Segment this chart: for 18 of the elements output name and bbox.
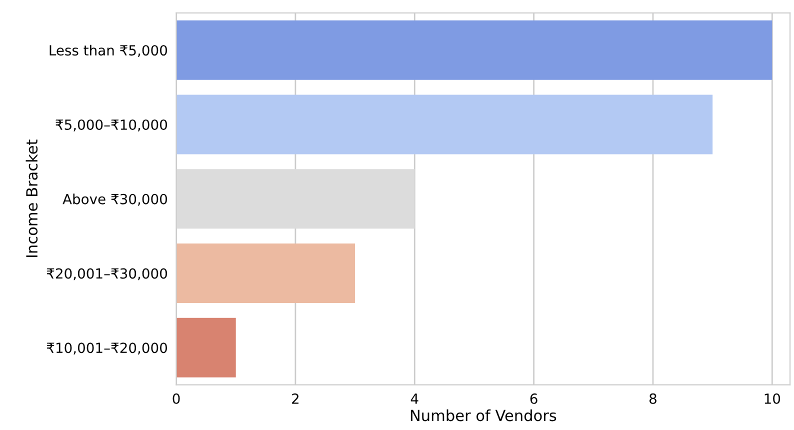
x-tick-label: 6 [530,393,538,404]
x-tick-label: 2 [292,393,298,404]
y-tick-label: ₹20,001–₹30,000 [46,268,168,280]
x-axis-title: Number of Vendors [410,409,556,422]
x-tick-label: 8 [650,393,656,404]
y-axis-title: Income Bracket [26,140,38,258]
x-tick-label: 0 [172,393,180,404]
bar [176,20,772,80]
bar [176,318,236,378]
bar [176,169,415,229]
x-tick-label: 4 [410,394,418,404]
y-tick-label: ₹5,000–₹10,000 [56,119,168,132]
y-tick-label: Less than ₹5,000 [50,44,168,57]
bar [176,94,713,154]
y-tick-label: Above ₹30,000 [62,194,168,206]
bar [176,244,356,304]
x-tick-label: 10 [764,393,780,404]
y-tick-label: ₹10,001–₹20,000 [46,342,168,355]
